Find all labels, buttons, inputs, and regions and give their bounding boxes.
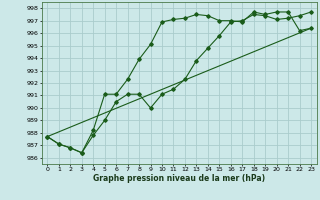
X-axis label: Graphe pression niveau de la mer (hPa): Graphe pression niveau de la mer (hPa) xyxy=(93,174,265,183)
